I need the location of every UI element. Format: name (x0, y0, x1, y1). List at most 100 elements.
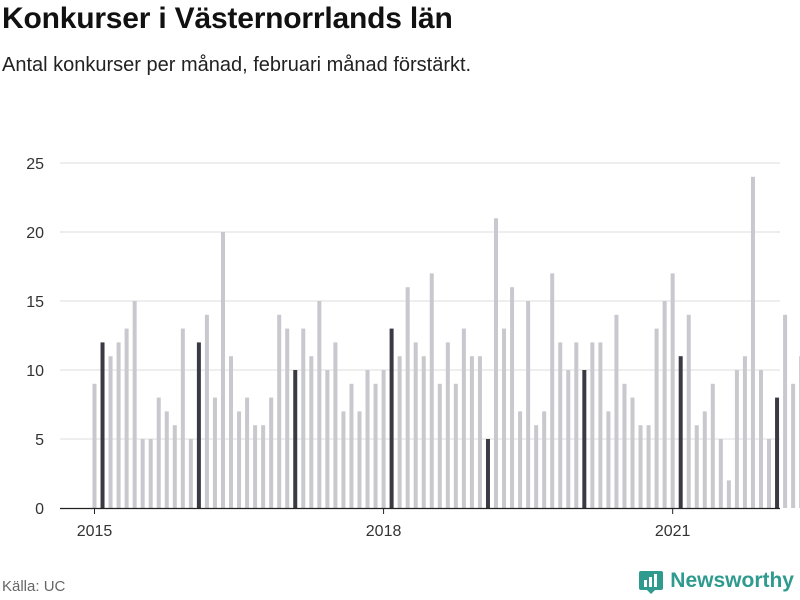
bar (710, 383, 715, 508)
bar (477, 356, 482, 508)
bar (116, 342, 121, 508)
bar (783, 314, 788, 508)
bar (108, 356, 113, 508)
bar (750, 176, 755, 509)
bar (574, 342, 579, 508)
bar (421, 356, 426, 508)
bar (164, 411, 169, 508)
bar (622, 383, 627, 508)
bar (253, 425, 258, 508)
bar (485, 439, 490, 508)
y-tick-label: 5 (35, 432, 44, 449)
bar (590, 342, 595, 508)
bar (204, 314, 209, 508)
bar (333, 342, 338, 508)
bar (132, 301, 137, 508)
gridlines (60, 162, 780, 440)
bar (694, 425, 699, 508)
bar (172, 425, 177, 508)
bar (220, 232, 225, 508)
bar (317, 301, 322, 508)
bar (702, 411, 707, 508)
bar (188, 439, 193, 508)
bar (229, 356, 234, 508)
x-tick-label: 2021 (655, 523, 691, 540)
y-tick-label: 20 (26, 225, 44, 242)
bar (582, 370, 587, 508)
bar (469, 356, 474, 508)
bar (92, 383, 97, 508)
bar (598, 342, 603, 508)
bar (180, 328, 185, 508)
axes (60, 507, 780, 514)
bar (614, 314, 619, 508)
bar (670, 273, 675, 508)
bar (437, 383, 442, 508)
bar (140, 439, 145, 508)
bar (638, 425, 643, 508)
y-tick-label: 15 (26, 294, 44, 311)
labels: 0510152025132015201820212023 (26, 156, 691, 540)
bar (397, 356, 402, 508)
bar (293, 370, 298, 508)
bar (429, 273, 434, 508)
bar (245, 397, 250, 508)
bar (775, 397, 780, 508)
bar (791, 383, 796, 508)
bar (405, 287, 410, 508)
bar (686, 314, 691, 508)
brand-name: Newsworthy (670, 569, 794, 592)
bar (718, 439, 723, 508)
bar (341, 411, 346, 508)
chart-title: Konkurser i Västernorrlands län (2, 2, 453, 35)
bar (502, 328, 507, 508)
bar (381, 370, 386, 508)
bar (510, 287, 515, 508)
bar (518, 411, 523, 508)
bar (212, 397, 217, 508)
bar (148, 439, 153, 508)
x-tick-label: 2018 (366, 523, 402, 540)
bar (309, 356, 314, 508)
bar (156, 397, 161, 508)
bar (445, 342, 450, 508)
bar (678, 356, 683, 508)
bar (654, 328, 659, 508)
bar (124, 328, 129, 508)
bar (237, 411, 242, 508)
bar (261, 425, 266, 508)
bar (767, 439, 772, 508)
bar (662, 301, 667, 508)
bar (758, 370, 763, 508)
bar (550, 273, 555, 508)
bar (542, 411, 547, 508)
bar (742, 356, 747, 508)
bar (453, 383, 458, 508)
y-tick-label: 25 (26, 156, 44, 173)
bar (606, 411, 611, 508)
bar (285, 328, 290, 508)
bar (349, 383, 354, 508)
y-tick-label: 10 (26, 363, 44, 380)
bar (196, 342, 201, 508)
bar (325, 370, 330, 508)
bar (100, 342, 105, 508)
bar (277, 314, 282, 508)
bar (389, 328, 394, 508)
chart-subtitle: Antal konkurser per månad, februari måna… (2, 54, 472, 76)
bar (726, 480, 731, 508)
bar (646, 425, 651, 508)
bar (413, 342, 418, 508)
newsworthy-logo-icon (639, 571, 664, 594)
x-tick-label: 2015 (77, 523, 113, 540)
bar (630, 397, 635, 508)
brand-logo[interactable]: Newsworthy (638, 568, 794, 594)
bar (494, 218, 498, 508)
bar (526, 301, 531, 508)
bar (558, 342, 563, 508)
bar (734, 370, 739, 508)
bar (566, 370, 571, 508)
bar (269, 397, 274, 508)
source-note: Källa: UC (2, 578, 66, 595)
